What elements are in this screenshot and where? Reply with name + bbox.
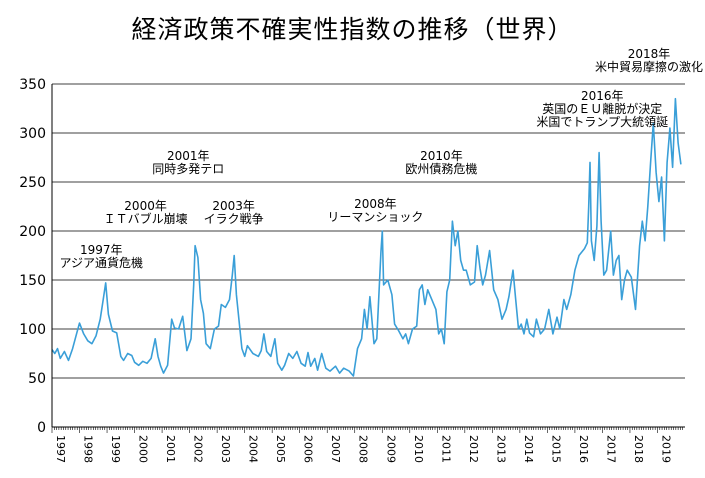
x-axis-ticks: 1997 1998 1999 2000 2001 2002 2003 2004 2005 2006… [51, 427, 684, 463]
series-line [51, 97, 682, 377]
y-tick-label: 0 [37, 420, 46, 436]
x-tick-label: 1997 [54, 435, 67, 463]
x-tick-label: 1998 [82, 435, 95, 463]
chart-title: 経済政策不確実性指数の推移（世界） [131, 15, 574, 44]
event-annotation: 2018年 米中貿易摩擦の激化 [595, 48, 703, 74]
x-tick-label: 2006 [302, 435, 315, 463]
x-tick-label: 2014 [522, 435, 535, 463]
annotation-event: アジア通貨危機 [59, 256, 144, 270]
annotation-event: リーマンショック [327, 210, 424, 224]
event-annotation: 2010年 欧州債務危機 [405, 150, 477, 176]
event-annotation: 2000年 ＩＴバブル崩壊 [104, 200, 188, 226]
x-tick-label: 2005 [274, 435, 287, 463]
annotation-year: 2016年 [580, 89, 624, 103]
x-tick-label: 2016 [577, 435, 590, 463]
event-annotation: 2008年 リーマンショック [327, 198, 423, 224]
annotation-year: 2018年 [627, 47, 671, 61]
x-tick-label: 2003 [219, 435, 232, 463]
x-tick-label: 2001 [164, 435, 177, 463]
x-tick-label: 2017 [604, 435, 617, 463]
x-tick-label: 2004 [247, 435, 260, 463]
y-tick-label: 100 [19, 322, 46, 338]
x-tick-label: 2010 [412, 435, 425, 463]
gridlines [52, 83, 685, 379]
x-tick-label: 1999 [109, 435, 122, 463]
x-tick-label: 2018 [632, 435, 645, 463]
x-tick-label: 2019 [659, 435, 672, 463]
annotation-year: 2010年 [420, 149, 463, 163]
y-axis-ticks: 0 50 100 150 200 250 300 350 [19, 77, 46, 436]
y-tick-label: 250 [19, 175, 46, 191]
annotation-event: 英国のＥＵ離脱が決定 [542, 102, 663, 116]
event-annotation: 2003年 イラク戦争 [204, 200, 264, 226]
x-tick-label: 2000 [137, 435, 150, 463]
annotation-event: イラク戦争 [203, 212, 264, 226]
x-tick-label: 2011 [439, 435, 452, 463]
x-tick-label: 2015 [549, 435, 562, 463]
annotation-event: 米中貿易摩擦の激化 [595, 60, 704, 74]
event-annotation: 2001年 同時多発テロ [152, 150, 224, 176]
event-annotation: 2016年 英国のＥＵ離脱が決定 米国でトランプ大統領誕 [536, 90, 668, 129]
x-tick-label: 2012 [467, 435, 480, 463]
annotation-event: 同時多発テロ [152, 162, 225, 176]
annotation-event: ＩＴバブル崩壊 [103, 212, 188, 226]
y-tick-label: 150 [19, 273, 46, 289]
x-tick-label: 2008 [357, 435, 370, 463]
x-tick-label: 2002 [192, 435, 205, 463]
annotation-year: 1997年 [80, 243, 123, 257]
annotation-year: 2003年 [212, 199, 255, 213]
annotation-event: 米国でトランプ大統領誕 [536, 115, 669, 129]
y-tick-label: 200 [19, 224, 46, 240]
event-annotation: 1997年 アジア通貨危機 [60, 244, 144, 270]
annotation-year: 2000年 [124, 199, 167, 213]
x-tick-label: 2009 [384, 435, 397, 463]
annotation-year: 2008年 [354, 197, 397, 211]
x-tick-label: 2007 [329, 435, 342, 463]
y-tick-label: 350 [19, 77, 46, 93]
x-tick-label: 2013 [494, 435, 507, 463]
y-tick-label: 50 [28, 371, 46, 387]
annotation-event: 欧州債務危機 [405, 162, 478, 176]
y-tick-label: 300 [19, 126, 46, 142]
annotation-year: 2001年 [166, 149, 210, 163]
